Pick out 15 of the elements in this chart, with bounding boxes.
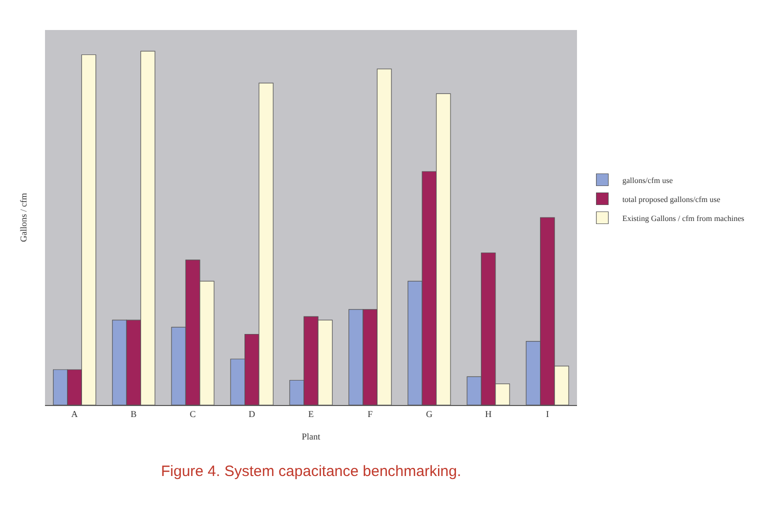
legend-label: total proposed gallons/cfm use (622, 194, 721, 204)
caption: Figure 4. System capacitance benchmarking. (161, 463, 462, 480)
x-tick-label: G (426, 408, 433, 419)
x-tick-label: D (248, 408, 256, 419)
legend-label: gallons/cfm use (622, 176, 674, 185)
x-axis-title: Plant (302, 432, 321, 442)
y-axis-title: Gallons / cfm (18, 193, 28, 242)
x-tick-label: C (190, 408, 196, 419)
x-tick-label: B (130, 408, 137, 419)
legend-label: Existing Gallons / cfm from machines (622, 214, 744, 223)
x-tick-label: I (546, 408, 549, 419)
x-tick-label: A (71, 408, 78, 419)
x-tick-label: F (368, 408, 373, 419)
x-tick-label: H (485, 408, 492, 419)
x-tick-label: E (308, 408, 314, 419)
